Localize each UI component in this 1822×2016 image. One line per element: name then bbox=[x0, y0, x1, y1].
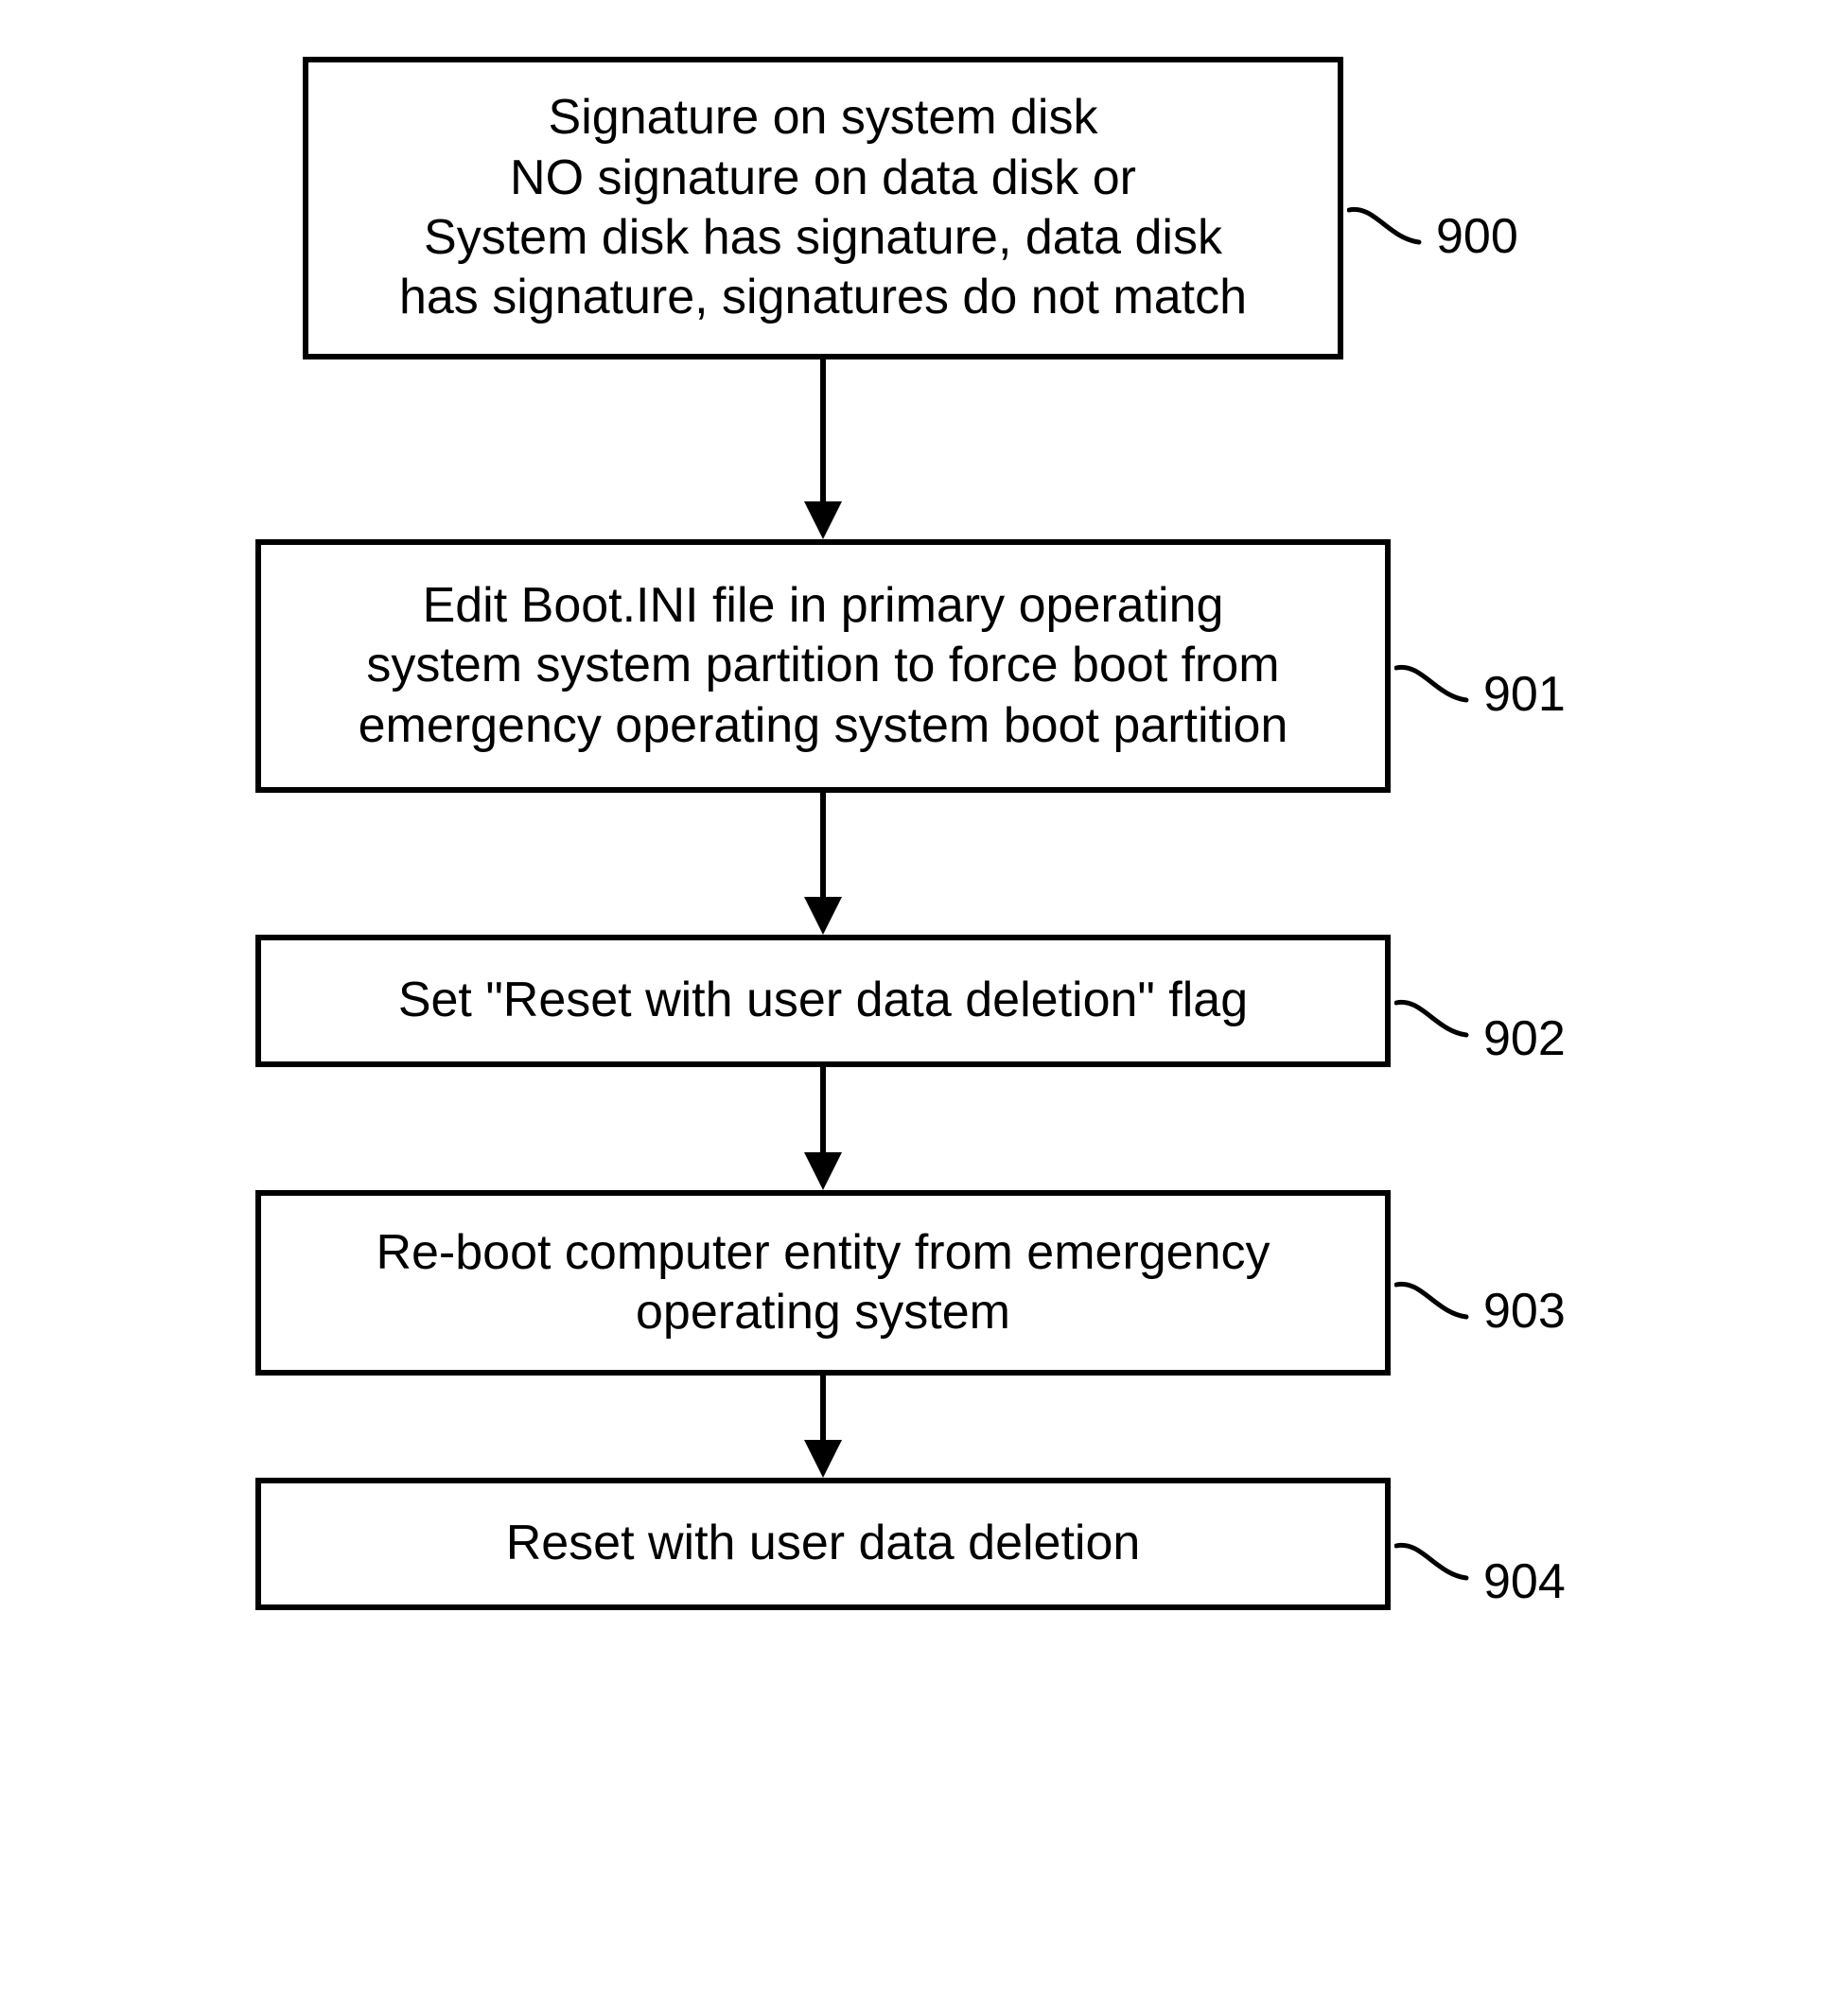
node-box: Reset with user data deletion bbox=[255, 1478, 1391, 1610]
label-connector bbox=[1394, 1523, 1470, 1599]
flow-arrow bbox=[804, 359, 842, 539]
flowchart: Signature on system diskNO signature on … bbox=[114, 57, 1533, 1610]
node-ref-label: 902 bbox=[1483, 1010, 1566, 1067]
flow-arrow bbox=[804, 1067, 842, 1190]
flowchart-node: Reset with user data deletion904 bbox=[255, 1478, 1391, 1610]
label-connector bbox=[1347, 187, 1423, 263]
arrow-head-icon bbox=[804, 501, 842, 539]
node-text-line: operating system bbox=[636, 1283, 1010, 1342]
node-ref-label: 900 bbox=[1436, 208, 1518, 265]
arrow-shaft bbox=[820, 793, 826, 897]
label-connector bbox=[1394, 645, 1470, 721]
node-ref-label: 901 bbox=[1483, 666, 1566, 723]
arrow-head-icon bbox=[804, 1440, 842, 1478]
flow-arrow bbox=[804, 793, 842, 935]
node-text-line: has signature, signatures do not match bbox=[399, 268, 1247, 327]
node-text-line: NO signature on data disk or bbox=[510, 149, 1136, 208]
node-box: Re-boot computer entity from emergencyop… bbox=[255, 1190, 1391, 1376]
node-text-line: Set "Reset with user data deletion" flag bbox=[398, 971, 1248, 1030]
node-text-line: Edit Boot.INI file in primary operating bbox=[423, 576, 1224, 636]
node-box: Signature on system diskNO signature on … bbox=[303, 57, 1343, 359]
label-connector bbox=[1394, 980, 1470, 1056]
node-text-line: Reset with user data deletion bbox=[506, 1514, 1141, 1573]
node-text-line: Re-boot computer entity from emergency bbox=[376, 1223, 1270, 1283]
arrow-shaft bbox=[820, 1067, 826, 1152]
node-text-line: Signature on system disk bbox=[549, 88, 1098, 148]
node-text-line: System disk has signature, data disk bbox=[424, 208, 1222, 268]
flowchart-node: Signature on system diskNO signature on … bbox=[303, 57, 1343, 359]
arrow-head-icon bbox=[804, 897, 842, 935]
arrow-shaft bbox=[820, 359, 826, 501]
label-connector bbox=[1394, 1262, 1470, 1338]
node-text-line: emergency operating system boot partitio… bbox=[359, 696, 1288, 756]
node-ref-label: 904 bbox=[1483, 1553, 1566, 1610]
flow-arrow bbox=[804, 1376, 842, 1478]
arrow-head-icon bbox=[804, 1152, 842, 1190]
flowchart-node: Re-boot computer entity from emergencyop… bbox=[255, 1190, 1391, 1376]
node-box: Set "Reset with user data deletion" flag bbox=[255, 935, 1391, 1067]
node-ref-label: 903 bbox=[1483, 1283, 1566, 1340]
flowchart-node: Set "Reset with user data deletion" flag… bbox=[255, 935, 1391, 1067]
flowchart-node: Edit Boot.INI file in primary operatings… bbox=[255, 539, 1391, 793]
arrow-shaft bbox=[820, 1376, 826, 1440]
node-text-line: system system partition to force boot fr… bbox=[366, 636, 1279, 695]
node-box: Edit Boot.INI file in primary operatings… bbox=[255, 539, 1391, 793]
